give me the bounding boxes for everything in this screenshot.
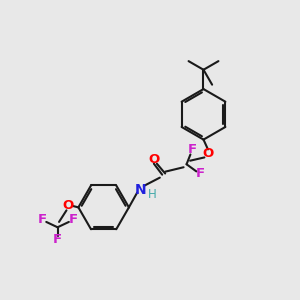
Text: F: F xyxy=(38,213,47,226)
Text: F: F xyxy=(187,143,196,157)
Text: H: H xyxy=(148,188,157,201)
Text: O: O xyxy=(202,147,214,161)
Text: F: F xyxy=(195,167,205,180)
Text: F: F xyxy=(53,233,62,246)
Text: F: F xyxy=(68,213,78,226)
Text: O: O xyxy=(148,153,160,166)
Text: O: O xyxy=(62,200,74,212)
Text: N: N xyxy=(135,182,147,197)
